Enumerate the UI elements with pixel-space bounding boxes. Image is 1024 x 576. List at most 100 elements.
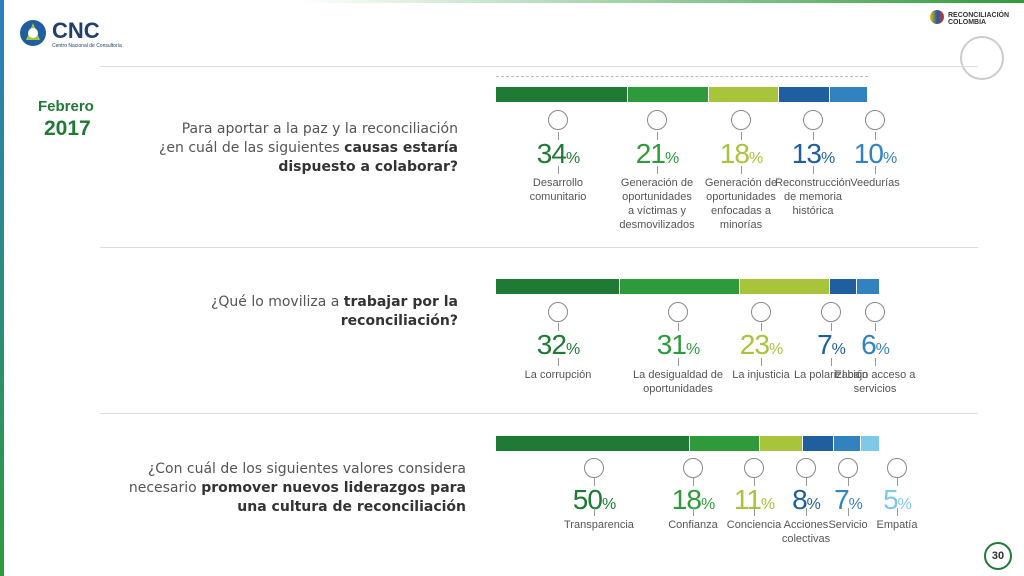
value-unit: % — [565, 150, 580, 167]
page-number: 30 — [984, 542, 1012, 570]
category-label: Servicio — [828, 519, 868, 531]
icon — [865, 302, 885, 322]
value-number: 7 — [817, 329, 833, 360]
tick — [558, 323, 559, 331]
tick — [693, 508, 694, 516]
question: ¿Qué lo moviliza a trabajar por la recon… — [158, 293, 458, 331]
category-label: El bajo acceso a servicios — [834, 369, 916, 395]
bar-segment — [496, 279, 621, 294]
tick — [875, 166, 876, 174]
tick — [875, 358, 876, 366]
category-label: La polarización — [794, 369, 868, 381]
value-unit: % — [882, 150, 897, 167]
value-number: 31 — [656, 329, 687, 360]
icon — [887, 458, 907, 478]
value-label: 31% — [628, 329, 728, 361]
question: Para aportar a la paz y la reconciliació… — [158, 120, 458, 177]
divider — [100, 66, 978, 67]
value-unit: % — [848, 496, 863, 513]
bar-segment — [709, 87, 780, 102]
tick — [897, 478, 898, 486]
tick — [875, 132, 876, 140]
value-label: 32% — [508, 329, 608, 361]
value-label: 23% — [711, 329, 811, 361]
value-label: 6% — [825, 329, 925, 361]
value-label: 5% — [847, 484, 947, 516]
dashed-guide — [496, 76, 868, 77]
tick — [741, 132, 742, 140]
value-number: 11 — [733, 484, 762, 515]
tick — [754, 508, 755, 516]
decor-circle — [960, 36, 1004, 80]
year: 2017 — [44, 117, 91, 140]
value-label: 10% — [825, 138, 925, 170]
bar-segment — [627, 87, 710, 102]
value-number: 6 — [861, 329, 877, 360]
tick — [897, 508, 898, 516]
tick — [761, 358, 762, 366]
value-unit: % — [831, 341, 846, 358]
value-unit: % — [820, 150, 835, 167]
bar-segment — [856, 279, 881, 294]
icon — [838, 458, 858, 478]
question-bold: promover nuevos liderazgos para una cult… — [201, 480, 466, 515]
tick — [678, 323, 679, 331]
value-number: 5 — [883, 484, 899, 515]
icon — [803, 110, 823, 130]
value-unit: % — [685, 341, 700, 358]
value-unit: % — [768, 341, 783, 358]
value-number: 21 — [635, 138, 666, 169]
category-label: Confianza — [668, 519, 718, 531]
value-number: 7 — [834, 484, 850, 515]
question-text: Para aportar a la paz y la reconciliació… — [158, 121, 458, 156]
category-label: Generación de oportunidades enfocadas a … — [704, 177, 778, 231]
icon — [865, 110, 885, 130]
value-number: 8 — [792, 484, 808, 515]
tick — [594, 508, 595, 516]
icon — [744, 458, 764, 478]
category-label: Acciones colectivas — [781, 519, 831, 545]
category-label: La desigualdad de oportunidades — [633, 369, 723, 395]
icon — [548, 302, 568, 322]
question-text: ¿Con cuál de los siguientes valores cons… — [128, 461, 466, 496]
value-label: 18% — [643, 484, 743, 516]
tick — [558, 166, 559, 174]
icon — [647, 110, 667, 130]
question: ¿Con cuál de los siguientes valores cons… — [106, 460, 466, 517]
tick — [558, 132, 559, 140]
month: Febrero — [38, 98, 94, 115]
side-stripe — [0, 0, 4, 576]
bar-segment — [833, 436, 861, 451]
value-number: 32 — [536, 329, 567, 360]
top-stripe — [300, 0, 1024, 3]
icon — [548, 110, 568, 130]
icon — [584, 458, 604, 478]
value-number: 23 — [739, 329, 770, 360]
value-label: 21% — [607, 138, 707, 170]
bar-segment — [759, 436, 803, 451]
category-label: La corrupción — [524, 369, 592, 381]
bar-segment — [496, 87, 628, 102]
tick — [761, 323, 762, 331]
question-text: ¿Qué lo moviliza a — [210, 294, 344, 310]
category-label: La injusticia — [732, 369, 790, 381]
tick — [594, 478, 595, 486]
value-label: 50% — [544, 484, 644, 516]
value-number: 34 — [536, 138, 567, 169]
bar-segment — [829, 279, 857, 294]
tick — [558, 358, 559, 366]
icon — [796, 458, 816, 478]
bar-segment — [496, 436, 690, 451]
icon — [731, 110, 751, 130]
value-unit: % — [806, 496, 821, 513]
tick — [693, 478, 694, 486]
value-unit: % — [760, 496, 775, 513]
tick — [813, 166, 814, 174]
value-label: 18% — [691, 138, 791, 170]
question-bold: causas estaría dispuesto a colaborar? — [278, 140, 458, 175]
tick — [875, 323, 876, 331]
tick — [657, 166, 658, 174]
value-label: 7% — [781, 329, 881, 361]
value-label: 7% — [798, 484, 898, 516]
